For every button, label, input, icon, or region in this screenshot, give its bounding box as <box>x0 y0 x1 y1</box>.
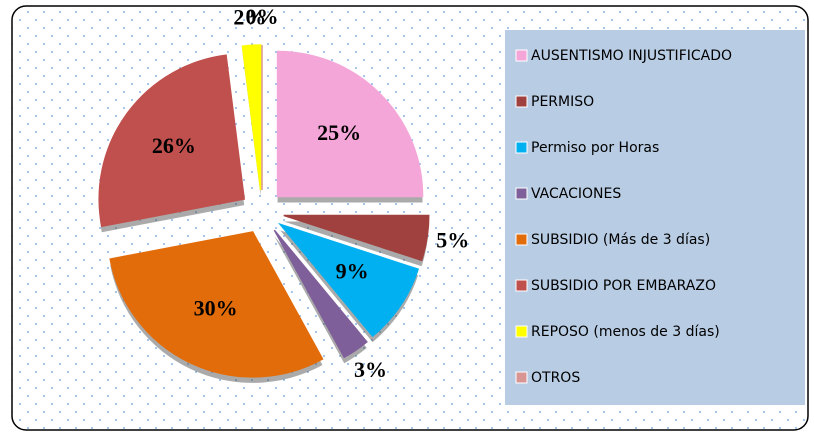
legend-swatch <box>515 233 528 246</box>
legend-swatch <box>515 141 528 154</box>
legend-swatch <box>515 279 528 292</box>
slice <box>109 231 324 378</box>
legend-label: VACACIONES <box>531 186 621 202</box>
legend-swatch <box>515 95 528 108</box>
slice <box>276 50 424 198</box>
slice <box>283 214 430 262</box>
slice <box>98 54 246 228</box>
legend-swatch <box>515 371 528 384</box>
value-label: 2% <box>233 4 266 29</box>
slice <box>277 222 420 338</box>
legend-label: SUBSIDIO POR EMBARAZO <box>531 278 716 294</box>
value-label: 30% <box>194 296 238 321</box>
legend-swatch <box>515 325 528 338</box>
legend-box <box>505 30 805 405</box>
value-label: 25% <box>317 120 361 145</box>
value-label: 5% <box>436 227 469 252</box>
value-label: 26% <box>152 133 196 158</box>
legend-swatch <box>515 49 528 62</box>
slice <box>273 229 368 359</box>
legend-swatch <box>515 187 528 200</box>
legend-label: SUBSIDIO (Más de 3 días) <box>531 232 710 248</box>
legend-label: OTROS <box>531 370 580 386</box>
legend-label: PERMISO <box>531 94 594 110</box>
legend-label: Permiso por Horas <box>531 140 659 156</box>
value-label: 3% <box>354 357 387 382</box>
value-label: 0% <box>246 4 279 29</box>
legend-label: AUSENTISMO INJUSTIFICADO <box>531 48 732 64</box>
legend-label: REPOSO (menos de 3 días) <box>531 324 720 340</box>
slice <box>241 44 262 191</box>
value-label: 9% <box>336 258 369 283</box>
